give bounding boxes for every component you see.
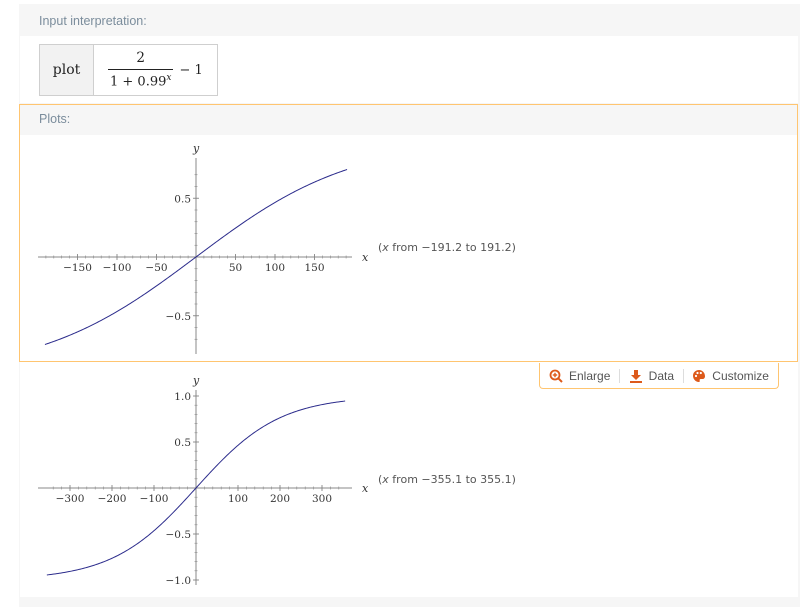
y-tick-label: 0.5 <box>174 193 191 205</box>
y-axis-title: y <box>192 374 200 387</box>
x-axis-title: x <box>362 482 369 495</box>
x-tick-label: 200 <box>270 493 290 505</box>
fraction-denominator: 1 + 0.99x <box>108 69 174 90</box>
x-tick-label: −200 <box>98 493 127 505</box>
x-tick-label: 150 <box>304 262 324 274</box>
plot-keyword: plot <box>40 45 94 95</box>
x-tick-label: 300 <box>312 493 332 505</box>
plot-1-range-note: (x from −191.2 to 191.2) <box>378 241 516 254</box>
fraction: 2 1 + 0.99x <box>108 50 174 90</box>
fraction-numerator: 2 <box>136 50 146 67</box>
y-tick-label: 0.5 <box>174 437 191 449</box>
y-tick-label: 1.0 <box>174 391 191 403</box>
formula: 2 1 + 0.99x − 1 <box>94 45 217 95</box>
x-tick-label: −150 <box>63 262 92 274</box>
download-icon <box>629 369 642 383</box>
y-tick-label: −0.5 <box>166 529 192 541</box>
input-pod-title: Input interpretation: <box>39 14 147 28</box>
y-tick-label: −1.0 <box>166 575 192 587</box>
plots-pod-header <box>20 105 798 135</box>
enlarge-label: Enlarge <box>569 368 611 383</box>
enlarge-button[interactable]: Enlarge <box>540 369 619 383</box>
x-tick-label: 100 <box>228 493 248 505</box>
x-tick-label: −300 <box>56 493 85 505</box>
function-curve <box>44 169 348 345</box>
x-axis-title: x <box>362 251 369 264</box>
customize-button[interactable]: Customize <box>683 369 778 383</box>
magnifier-plus-icon <box>549 369 563 383</box>
x-tick-label: −50 <box>145 262 167 274</box>
denominator-base: 1 + 0.99 <box>110 74 167 90</box>
function-curve <box>46 400 346 576</box>
x-tick-label: −100 <box>140 493 169 505</box>
formula-suffix: − 1 <box>179 62 203 78</box>
plot-2-range-note: (x from −355.1 to 355.1) <box>378 473 516 486</box>
plots-pod-title: Plots: <box>39 112 71 126</box>
customize-label: Customize <box>712 368 769 383</box>
denominator-exponent: x <box>166 73 172 84</box>
data-button[interactable]: Data <box>620 369 683 383</box>
x-tick-label: 100 <box>265 262 285 274</box>
input-interpretation-table: plot 2 1 + 0.99x − 1 <box>39 44 218 96</box>
plot-toolbar: Enlarge Data Customize <box>539 363 779 389</box>
data-label: Data <box>648 368 675 383</box>
palette-icon <box>693 369 706 382</box>
x-tick-label: −100 <box>103 262 132 274</box>
y-axis-title: y <box>192 142 200 155</box>
x-tick-label: 50 <box>229 262 242 274</box>
y-tick-label: −0.5 <box>166 311 192 323</box>
